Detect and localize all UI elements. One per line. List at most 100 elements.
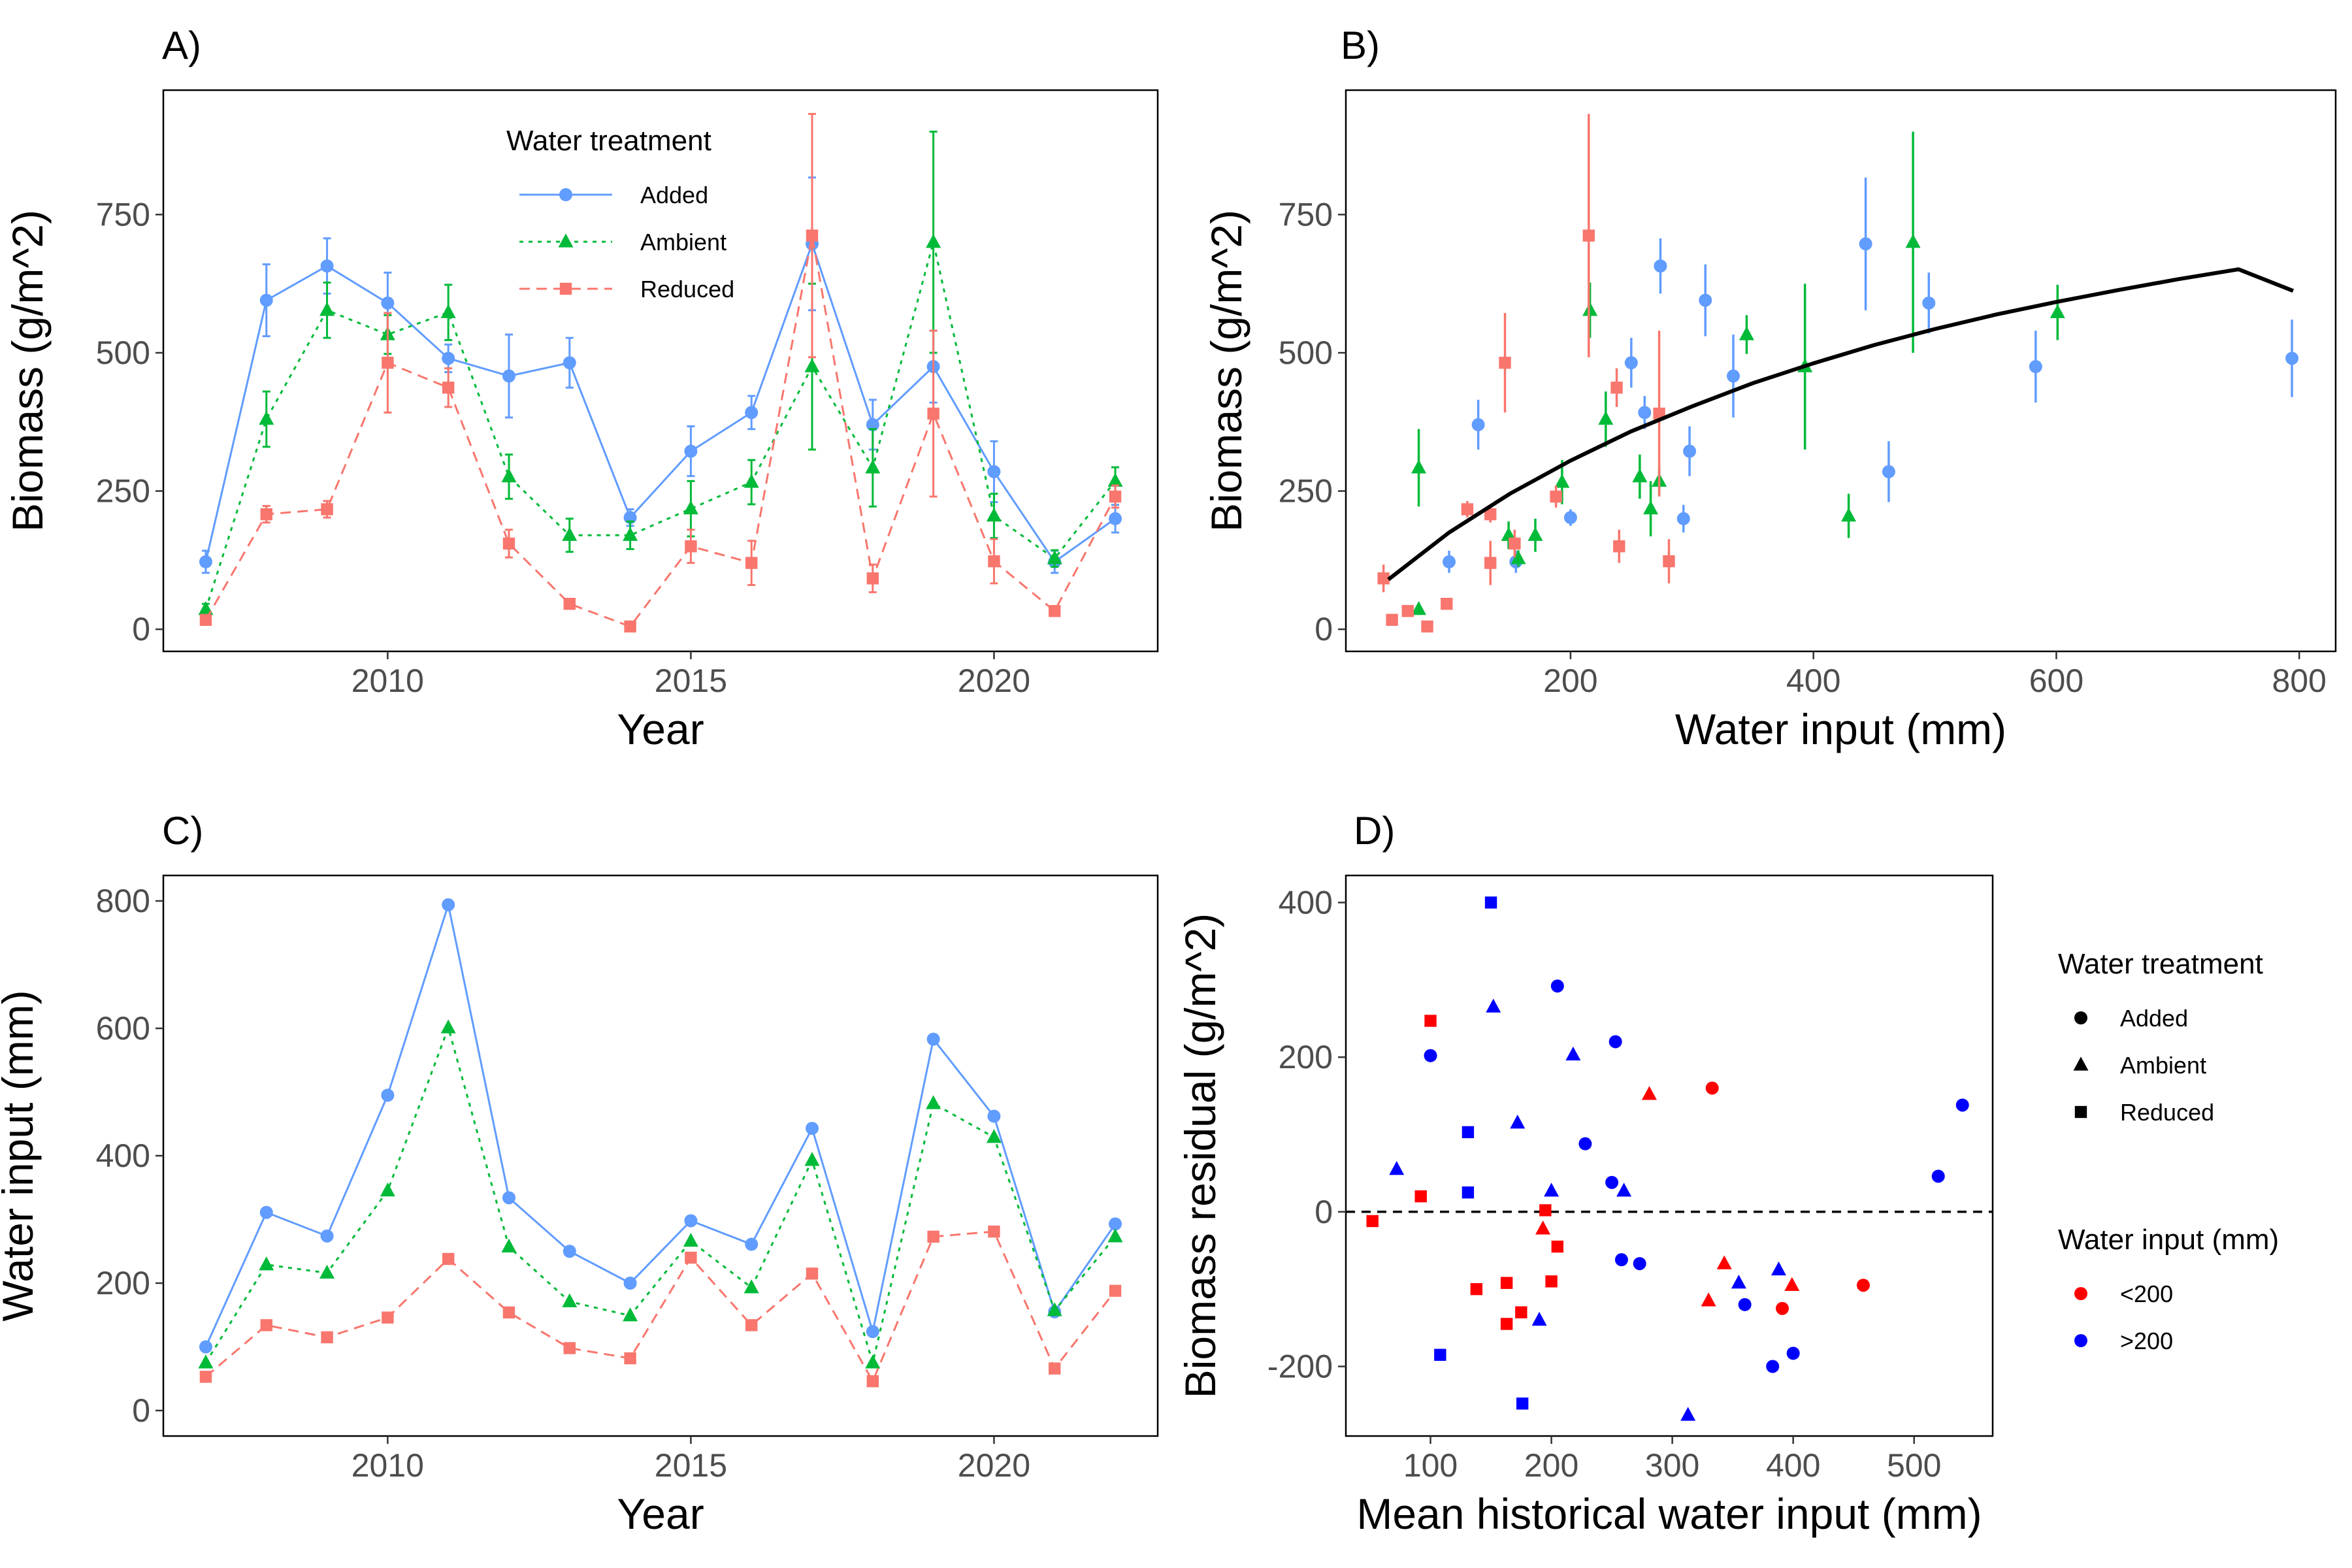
data-point-reduced <box>260 1319 272 1331</box>
x-tick-label: 2020 <box>958 1447 1030 1484</box>
data-point-ambient <box>440 1019 456 1034</box>
residual-point <box>1515 1306 1527 1318</box>
residual-point <box>1544 1183 1560 1197</box>
y-tick-label: -200 <box>1267 1348 1333 1384</box>
data-point-ambient <box>1598 410 1614 425</box>
data-point-ambient <box>1107 472 1123 487</box>
data-point-added <box>2285 351 2299 365</box>
series-line-added <box>204 240 1116 564</box>
data-point-reduced <box>1613 540 1625 553</box>
data-point-added <box>745 406 759 419</box>
y-tick-label: 500 <box>96 335 150 371</box>
residual-point <box>1616 1183 1632 1197</box>
residual-point <box>1366 1215 1379 1228</box>
x-axis-title: Year <box>617 705 704 753</box>
y-axis-title: Biomass (g/m^2) <box>3 210 52 532</box>
legend-label: <200 <box>2120 1281 2173 1307</box>
residual-point <box>1784 1277 1800 1291</box>
data-point-ambient <box>1632 468 1648 483</box>
data-point-ambient <box>319 1264 335 1279</box>
data-point-reduced <box>1049 1362 1061 1375</box>
data-point-added <box>1443 555 1456 568</box>
data-point-ambient <box>1411 601 1427 615</box>
x-tick-label: 2010 <box>351 1447 424 1484</box>
legend-color-key <box>2074 1334 2087 1347</box>
data-point-added <box>623 1277 637 1290</box>
residual-point <box>1434 1348 1446 1361</box>
data-point-ambient <box>1411 459 1427 474</box>
legend-label: Added <box>2120 1005 2188 1032</box>
plot-frame <box>162 89 1159 653</box>
data-point-added <box>1624 356 1638 370</box>
data-point-ambient <box>1643 500 1659 515</box>
residual-point <box>1500 1277 1513 1289</box>
panel-tag: A) <box>162 24 201 67</box>
legend-key-marker <box>559 188 572 201</box>
data-point-added <box>806 1122 819 1135</box>
x-axis-title: Mean historical water input (mm) <box>1356 1490 1982 1538</box>
data-point-ambient <box>501 1238 517 1253</box>
data-point-ambient <box>1554 474 1570 488</box>
y-tick-label: 200 <box>1279 1039 1333 1075</box>
residual-point <box>1551 1240 1564 1253</box>
data-point-ambient <box>623 527 638 541</box>
data-point-reduced <box>1484 508 1497 521</box>
data-point-ambient <box>1047 1302 1062 1316</box>
y-tick-label: 500 <box>1279 335 1333 371</box>
data-point-reduced <box>1441 598 1453 610</box>
x-tick-label: 100 <box>1403 1447 1458 1484</box>
data-point-added <box>1563 511 1577 525</box>
data-point-reduced <box>624 620 636 633</box>
residual-point <box>1550 979 1564 993</box>
residual-point <box>1931 1169 1945 1183</box>
data-point-ambient <box>198 1354 214 1369</box>
data-point-reduced <box>382 1311 394 1324</box>
y-tick-label: 750 <box>1279 196 1333 233</box>
data-point-reduced <box>866 572 879 585</box>
y-tick-label: 0 <box>1315 611 1333 647</box>
data-point-ambient <box>380 1182 395 1197</box>
data-point-reduced <box>1663 555 1675 568</box>
data-point-reduced <box>988 555 1000 568</box>
x-tick-label: 600 <box>2029 662 2083 699</box>
panel-tag: B) <box>1341 24 1380 67</box>
legend-shape-key <box>2074 1011 2087 1024</box>
residual-point <box>1731 1275 1746 1289</box>
data-point-added <box>199 1340 212 1354</box>
data-point-added <box>502 1191 515 1205</box>
data-point-added <box>1638 406 1652 419</box>
data-point-ambient <box>1107 1228 1123 1243</box>
residual-point <box>1565 1046 1581 1061</box>
residual-point <box>1609 1035 1622 1049</box>
data-point-reduced <box>1401 605 1414 617</box>
data-point-reduced <box>1386 613 1398 626</box>
data-point-reduced <box>1049 605 1061 617</box>
residual-point <box>1701 1292 1716 1307</box>
residual-point <box>1786 1347 1800 1360</box>
data-point-reduced <box>685 540 697 553</box>
x-tick-label: 2020 <box>958 662 1030 699</box>
residual-point <box>1462 1186 1475 1199</box>
residual-point <box>1539 1204 1552 1217</box>
data-point-ambient <box>804 358 820 372</box>
y-tick-label: 400 <box>96 1137 150 1174</box>
residual-point <box>1633 1257 1646 1271</box>
data-point-reduced <box>442 382 455 394</box>
panel-d: 100 200 300 400 500 -200 0 200 400 Mean historica… <box>1176 809 1994 1538</box>
data-point-added <box>1676 512 1690 525</box>
residual-point <box>1545 1275 1558 1288</box>
fit-curve <box>1387 267 2295 581</box>
data-point-ambient <box>1905 234 1921 248</box>
data-point-added <box>1683 444 1697 458</box>
data-point-ambient <box>865 1354 881 1369</box>
x-axis-title: Water input (mm) <box>1675 705 2006 753</box>
data-point-added <box>987 1109 1001 1123</box>
data-point-ambient <box>501 468 517 483</box>
data-point-reduced <box>260 508 272 521</box>
legend-shape-key <box>2074 1105 2087 1119</box>
data-point-added <box>1471 418 1485 432</box>
data-point-ambient <box>562 527 578 541</box>
series-line-ambient <box>204 242 1117 610</box>
data-point-reduced <box>1484 557 1497 569</box>
data-point-reduced <box>502 1306 515 1319</box>
